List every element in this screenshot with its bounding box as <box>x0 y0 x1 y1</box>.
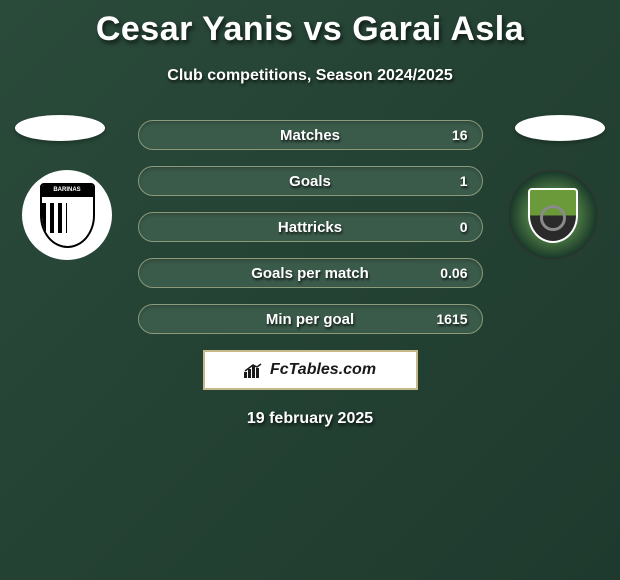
stat-value: 16 <box>452 127 468 143</box>
comparison-content: BARINAS Matches 16 Goals 1 Hattricks 0 G… <box>0 120 620 428</box>
stat-value: 1615 <box>436 311 467 327</box>
stat-value: 0 <box>460 219 468 235</box>
snapshot-date: 19 february 2025 <box>0 410 620 428</box>
stat-row-min-per-goal: Min per goal 1615 <box>138 304 483 334</box>
stat-row-goals-per-match: Goals per match 0.06 <box>138 258 483 288</box>
stat-row-goals: Goals 1 <box>138 166 483 196</box>
page-title: Cesar Yanis vs Garai Asla <box>0 0 620 49</box>
bar-chart-icon <box>244 362 264 378</box>
stat-row-hattricks: Hattricks 0 <box>138 212 483 242</box>
brand-text: FcTables.com <box>270 361 376 379</box>
stat-label: Matches <box>280 127 340 144</box>
shield-icon: BARINAS <box>40 183 95 248</box>
stats-list: Matches 16 Goals 1 Hattricks 0 Goals per… <box>138 120 483 334</box>
stat-value: 1 <box>460 173 468 189</box>
club-badge-right <box>508 170 598 260</box>
stat-label: Hattricks <box>278 219 342 236</box>
stat-label: Min per goal <box>266 311 354 328</box>
player-avatar-left <box>15 115 105 141</box>
club-badge-left: BARINAS <box>22 170 112 260</box>
badge-label: BARINAS <box>42 187 93 193</box>
stat-label: Goals per match <box>251 265 369 282</box>
shield-icon <box>528 188 578 243</box>
stat-label: Goals <box>289 173 331 190</box>
season-subtitle: Club competitions, Season 2024/2025 <box>0 67 620 85</box>
stat-row-matches: Matches 16 <box>138 120 483 150</box>
brand-attribution[interactable]: FcTables.com <box>203 350 418 390</box>
stat-value: 0.06 <box>440 265 467 281</box>
player-avatar-right <box>515 115 605 141</box>
